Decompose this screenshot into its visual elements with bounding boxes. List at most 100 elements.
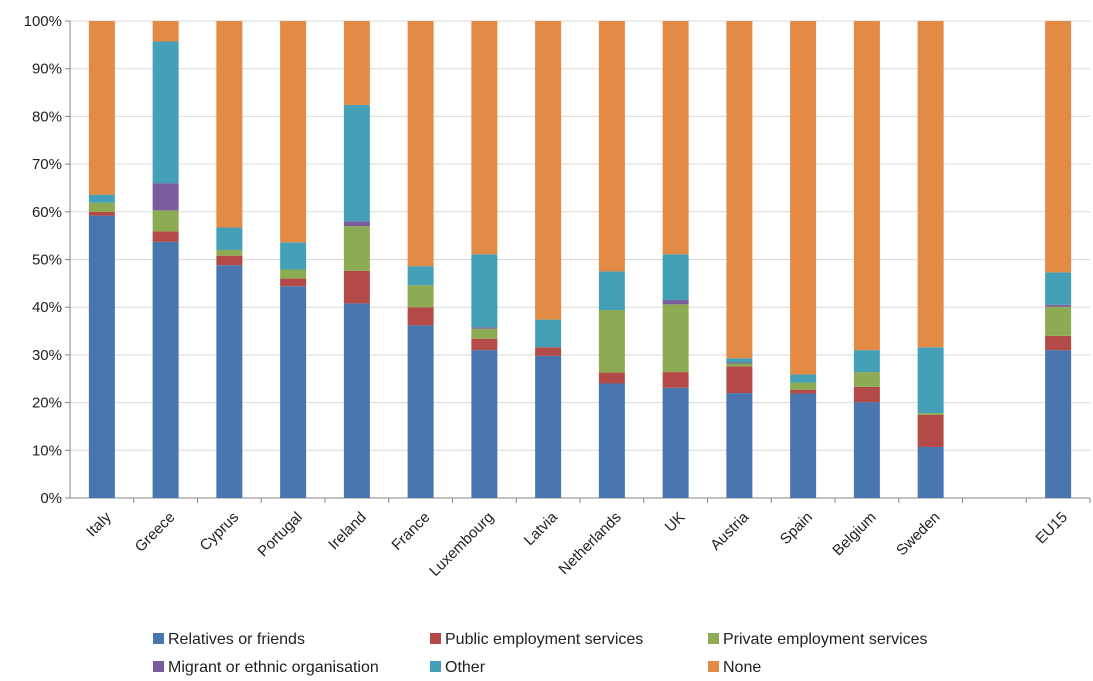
bar-segment-eu15-public-employment-services (1045, 335, 1072, 351)
x-tick-label-latvia: Latvia (521, 508, 562, 549)
bar-segment-luxembourg-none (471, 21, 498, 255)
bar-segment-spain-relatives-or-friends (790, 393, 817, 498)
y-tick-label: 90% (32, 61, 62, 78)
bar-segment-eu15-other (1045, 272, 1072, 305)
bar-segment-france-relatives-or-friends (407, 325, 434, 498)
bar-segment-sweden-none (917, 21, 944, 348)
x-tick-label-eu15: EU15 (1032, 509, 1071, 548)
bar-segment-portugal-other (280, 242, 307, 270)
x-tick-label-sweden: Sweden (893, 509, 943, 559)
bar-segment-ireland-public-employment-services (343, 270, 370, 304)
bar-segment-austria-other (726, 358, 753, 363)
bar-segment-spain-public-employment-services (790, 389, 817, 394)
bar-segment-netherlands-none (598, 21, 625, 272)
bar-segment-uk-private-employment-services (662, 304, 689, 373)
bar-segment-ireland-migrant-or-ethnic-organisation (343, 221, 370, 227)
bar-segment-greece-migrant-or-ethnic-organisation (152, 183, 179, 211)
bar-segment-belgium-none (853, 21, 880, 351)
bar-segment-netherlands-relatives-or-friends (598, 383, 625, 498)
y-tick-label: 40% (32, 299, 62, 316)
bar-segment-eu15-none (1045, 21, 1072, 273)
bar-segment-cyprus-private-employment-services (216, 249, 243, 256)
bar-segment-uk-migrant-or-ethnic-organisation (662, 300, 689, 305)
bar-segment-portugal-none (280, 21, 307, 243)
bar-segment-france-none (407, 21, 434, 267)
x-tick-label-ireland: Ireland (325, 509, 369, 553)
bars (88, 21, 1072, 498)
bar-segment-latvia-none (535, 21, 562, 320)
legend-label-none: None (723, 659, 761, 676)
x-tick-labels: Italy Greece Cyprus Portugal Ireland FranceLu… (83, 508, 1071, 579)
legend: Relatives or friends Public employment se… (153, 631, 928, 676)
bar-segment-belgium-relatives-or-friends (853, 402, 880, 498)
bar-segment-latvia-other (535, 319, 562, 348)
bar-segment-uk-none (662, 21, 689, 255)
x-tick-label-france: France (388, 509, 433, 554)
legend-swatch-public-employment-services (430, 633, 441, 644)
bar-segment-sweden-public-employment-services (917, 415, 944, 447)
bar-segment-france-private-employment-services (407, 285, 434, 308)
y-tick-label: 100% (24, 13, 62, 30)
y-tick-labels: 0% 10% 20% 30% 40% 50% 60% 70% 80% 90% 100% (24, 13, 62, 507)
legend-swatch-other (430, 661, 441, 672)
bar-segment-sweden-relatives-or-friends (917, 446, 944, 498)
bar-segment-ireland-none (343, 21, 370, 105)
y-tick-label: 0% (40, 490, 62, 507)
bar-segment-ireland-other (343, 104, 370, 222)
x-tick-label-cyprus: Cyprus (197, 509, 243, 555)
bar-segment-greece-public-employment-services (152, 231, 179, 242)
bar-segment-italy-other (88, 194, 115, 203)
bar-segment-eu15-relatives-or-friends (1045, 350, 1072, 498)
bar-segment-austria-migrant-or-ethnic-organisation (726, 362, 753, 364)
bar-segment-sweden-private-employment-services (917, 413, 944, 416)
bar-segment-cyprus-public-employment-services (216, 255, 243, 266)
y-tick-label: 60% (32, 204, 62, 221)
bar-segment-luxembourg-other (471, 254, 498, 328)
bar-segment-austria-private-employment-services (726, 363, 753, 367)
bar-segment-italy-public-employment-services (88, 211, 115, 216)
y-tick-label: 30% (32, 347, 62, 364)
legend-swatch-none (708, 661, 719, 672)
legend-label-private-employment-services: Private employment services (723, 631, 928, 648)
bar-segment-austria-none (726, 21, 753, 359)
x-tick-label-netherlands: Netherlands (555, 509, 624, 578)
bar-segment-greece-private-employment-services (152, 210, 179, 232)
bar-segment-ireland-relatives-or-friends (343, 303, 370, 498)
y-tick-label: 50% (32, 252, 62, 269)
x-tick-label-austria: Austria (707, 508, 752, 553)
bar-segment-greece-other (152, 41, 179, 184)
bar-segment-belgium-private-employment-services (853, 372, 880, 387)
x-tick-label-belgium: Belgium (829, 509, 879, 559)
legend-swatch-migrant-or-ethnic-organisation (153, 661, 164, 672)
y-tick-label: 70% (32, 156, 62, 173)
legend-swatch-private-employment-services (708, 633, 719, 644)
x-tick-label-italy: Italy (83, 508, 115, 540)
legend-label-public-employment-services: Public employment services (445, 631, 643, 648)
bar-segment-belgium-public-employment-services (853, 386, 880, 403)
bar-segment-uk-public-employment-services (662, 372, 689, 388)
bar-segment-belgium-other (853, 350, 880, 373)
bar-segment-spain-none (790, 21, 817, 375)
bar-segment-spain-other (790, 374, 817, 383)
bar-segment-portugal-public-employment-services (280, 278, 307, 287)
bar-segment-netherlands-private-employment-services (598, 310, 625, 373)
legend-swatch-relatives-or-friends (153, 633, 164, 644)
legend-label-other: Other (445, 659, 486, 676)
bar-segment-austria-relatives-or-friends (726, 393, 753, 498)
bar-segment-netherlands-other (598, 271, 625, 311)
bar-segment-uk-other (662, 254, 689, 301)
bar-segment-eu15-migrant-or-ethnic-organisation (1045, 304, 1072, 307)
bar-segment-latvia-public-employment-services (535, 347, 562, 356)
bar-segment-italy-relatives-or-friends (88, 215, 115, 498)
bar-segment-portugal-private-employment-services (280, 269, 307, 279)
bar-segment-greece-none (152, 21, 179, 42)
bar-segment-spain-private-employment-services (790, 382, 817, 390)
x-tick-label-uk: UK (662, 509, 689, 536)
bar-segment-ireland-private-employment-services (343, 226, 370, 271)
bar-segment-luxembourg-private-employment-services (471, 328, 498, 339)
bar-segment-luxembourg-relatives-or-friends (471, 350, 498, 498)
x-tick-label-spain: Spain (777, 509, 816, 548)
bar-segment-cyprus-other (216, 227, 243, 250)
